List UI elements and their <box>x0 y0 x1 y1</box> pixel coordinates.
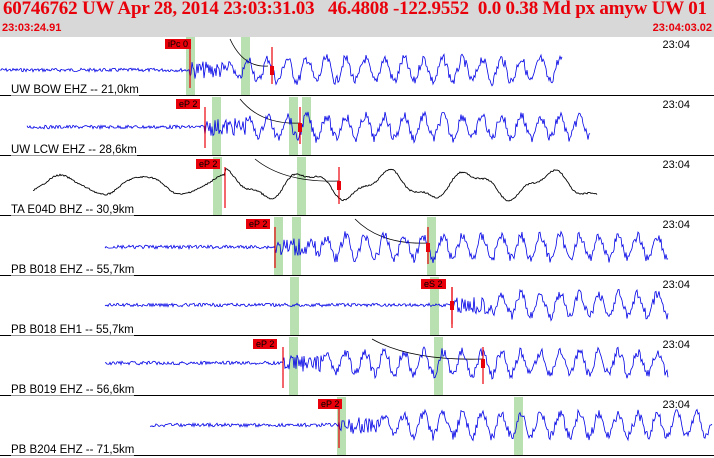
station-label: PB B019 EHZ -- 56,6km <box>11 384 135 396</box>
header-bar: 60746762 UW Apr 28, 2014 23:03:31.03 46.… <box>0 0 714 37</box>
window-end-time: 23:04:03.02 <box>652 22 712 34</box>
waveform-line <box>104 230 669 263</box>
waveform-line <box>104 346 669 380</box>
pick-flag[interactable]: eP 2 <box>246 219 271 229</box>
s-pick-handle[interactable] <box>298 123 302 132</box>
waveform-line <box>26 110 591 144</box>
time-window-band <box>302 97 311 155</box>
time-window-band <box>274 217 283 275</box>
pick-flag[interactable]: eP 2 <box>196 159 221 169</box>
event-title: 60746762 UW Apr 28, 2014 23:03:31.03 46.… <box>3 0 714 19</box>
time-tick-label: 23:04 <box>662 99 690 111</box>
pick-flag[interactable]: eP 2 <box>176 99 201 109</box>
time-window-band <box>297 157 306 215</box>
s-pick-handle[interactable] <box>337 181 341 190</box>
trace-row-b204-ehz[interactable]: eP 2 23:04 PB B204 EHZ -- 71,5km <box>0 397 714 456</box>
waveform-line <box>149 408 713 442</box>
time-window-band <box>430 277 439 335</box>
waveform-line <box>0 53 563 87</box>
station-label: PB B018 EHZ -- 55,7km <box>11 264 135 276</box>
waveform-line <box>104 288 669 322</box>
trace-row-b019-ehz[interactable]: eP 2 23:04 PB B019 EHZ -- 56,6km <box>0 337 714 396</box>
arrival-curve <box>354 218 429 244</box>
arrival-curve <box>371 338 484 360</box>
trace-row-e04d-bhz[interactable]: eP 2 23:04 TA E04D BHZ -- 30,9km <box>0 157 714 216</box>
time-window-band <box>292 217 301 275</box>
time-tick-label: 23:04 <box>662 399 690 411</box>
waveform-plot <box>0 217 714 276</box>
waveform-line <box>32 168 598 202</box>
time-window-band <box>514 397 523 455</box>
time-window-band <box>213 157 222 215</box>
s-pick-handle[interactable] <box>270 66 274 75</box>
time-window-band <box>434 337 443 395</box>
pick-flag[interactable]: eP 2 <box>253 339 278 349</box>
time-window-band <box>427 217 436 275</box>
window-start-time: 23:03:24.91 <box>2 22 62 34</box>
station-label: PB B018 EH1 -- 55,7km <box>11 324 134 336</box>
trace-row-lcw-ehz[interactable]: eP 2 23:04 UW LCW EHZ -- 28,6km <box>0 97 714 156</box>
time-window-band <box>289 97 298 155</box>
pick-flag[interactable]: iPc 0 <box>165 39 192 49</box>
time-tick-label: 23:04 <box>662 39 690 51</box>
time-tick-label: 23:04 <box>662 159 690 171</box>
trace-row-bow-ehz[interactable]: iPc 0 23:04 UW BOW EHZ -- 21,0km <box>0 37 714 96</box>
time-tick-label: 23:04 <box>662 219 690 231</box>
trace-panel: iPc 0 23:04 UW BOW EHZ -- 21,0km eP 2 23… <box>0 37 714 458</box>
time-tick-label: 23:04 <box>662 339 690 351</box>
pick-flag[interactable]: eS 2 <box>421 279 446 289</box>
pick-flag[interactable]: eP 2 <box>318 399 343 409</box>
station-label: PB B204 EHZ -- 71,5km <box>11 444 135 456</box>
station-label: UW LCW EHZ -- 28,6km <box>11 144 137 156</box>
station-label: UW BOW EHZ -- 21,0km <box>11 84 139 96</box>
time-window-band <box>241 37 250 95</box>
time-tick-label: 23:04 <box>662 279 690 291</box>
s-pick-handle[interactable] <box>450 301 454 310</box>
trace-row-b018-ehz[interactable]: eP 2 23:04 PB B018 EHZ -- 55,7km <box>0 217 714 276</box>
station-label: TA E04D BHZ -- 30,9km <box>11 204 135 216</box>
s-pick-handle[interactable] <box>481 359 485 368</box>
s-pick-handle[interactable] <box>426 243 430 252</box>
time-window-band <box>212 97 221 155</box>
trace-row-b018-eh1[interactable]: eS 2 23:04 PB B018 EH1 -- 55,7km <box>0 277 714 336</box>
